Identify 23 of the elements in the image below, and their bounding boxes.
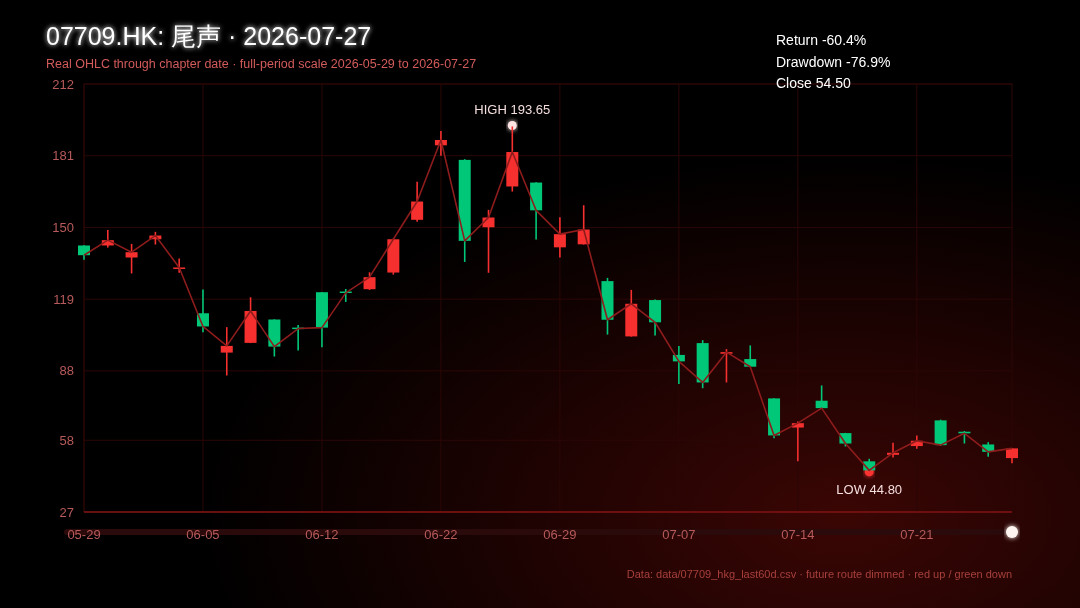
y-tick-label: 88	[59, 363, 74, 379]
x-tick-label: 06-12	[305, 527, 339, 542]
x-tick-label: 06-05	[186, 527, 220, 542]
y-tick-label: 58	[59, 432, 74, 448]
y-tick-label: 150	[52, 219, 74, 235]
chart-title: 07709.HK: 尾声 · 2026-07-27	[46, 22, 372, 50]
y-tick-label: 212	[52, 76, 74, 92]
x-tick-label: 06-29	[543, 527, 577, 542]
y-tick-label: 27	[59, 504, 74, 520]
text: Return -60.4%	[776, 32, 867, 48]
annotation: Close 54.50	[776, 75, 851, 91]
annotation: HIGH 193.65	[474, 102, 551, 118]
y-tick-label: 181	[52, 148, 74, 164]
x-tick-label: 07-14	[781, 527, 815, 542]
text: Drawdown -76.9%	[776, 53, 891, 70]
x-tick-label: 06-22	[424, 527, 458, 542]
text: Data: data/07709_hkg_last60d.csv · future route dimmed · red up / green down	[626, 568, 1012, 580]
y-tick-label: 119	[53, 291, 74, 307]
annotation: LOW 44.80	[836, 481, 903, 497]
x-tick-label: 07-07	[662, 527, 696, 542]
x-tick-label: 07-21	[900, 527, 934, 542]
chart-subtitle: Real OHLC through chapter date · full-period scale 2026-05-29 to 2026-07-27	[46, 57, 477, 71]
x-tick-label: 05-29	[67, 527, 101, 542]
